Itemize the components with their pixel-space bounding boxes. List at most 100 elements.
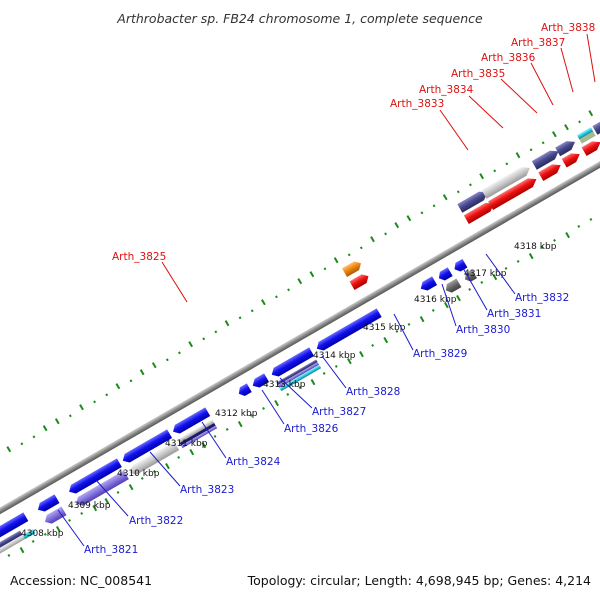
gene-label: Arth_3828 bbox=[346, 386, 400, 398]
gc-tick bbox=[178, 351, 181, 355]
gc-tick bbox=[274, 400, 279, 407]
gene-label: Arth_3830 bbox=[456, 324, 510, 336]
gc-tick bbox=[456, 190, 460, 194]
gc-tick bbox=[165, 463, 170, 470]
genome-band bbox=[0, 88, 600, 564]
cds-arth-3825-top bbox=[341, 261, 361, 278]
gene-label: Arth_3829 bbox=[413, 348, 467, 360]
leader-line bbox=[439, 109, 469, 151]
gc-tick bbox=[310, 379, 316, 386]
gc-tick bbox=[129, 379, 133, 383]
cds-reverse-cog bbox=[464, 269, 477, 282]
cds-reverse-cog bbox=[44, 506, 67, 524]
gc-tick bbox=[505, 162, 509, 166]
leader-line bbox=[149, 451, 181, 487]
cds-arth-3834 bbox=[488, 178, 537, 211]
gc-tick bbox=[552, 131, 557, 138]
gc-tick bbox=[359, 246, 363, 250]
gc-tick bbox=[515, 152, 521, 159]
kbp-label: 4314 kbp bbox=[313, 351, 356, 361]
gc-tick bbox=[540, 246, 544, 249]
cds-arth-3821 bbox=[0, 512, 29, 552]
gc-tick bbox=[406, 215, 412, 222]
cds-arth-3830 bbox=[420, 276, 438, 291]
backbone bbox=[0, 88, 600, 544]
leader-line bbox=[321, 355, 347, 389]
leader-line bbox=[393, 313, 414, 351]
gc-tick bbox=[79, 404, 84, 411]
gc-tick bbox=[578, 120, 581, 124]
gc-tick bbox=[105, 393, 109, 397]
gc-tick bbox=[298, 386, 302, 389]
kbp-label: 4318 kbp bbox=[514, 242, 557, 252]
gc-tick bbox=[479, 173, 484, 180]
gc-tick bbox=[54, 418, 60, 425]
gc-tick bbox=[564, 124, 569, 131]
forward-cds-track bbox=[341, 130, 600, 291]
cds-forward-cog bbox=[457, 191, 488, 213]
leader-line bbox=[500, 78, 538, 114]
gc-tick bbox=[7, 554, 11, 557]
gc-tick bbox=[541, 141, 545, 145]
leader-line bbox=[560, 47, 574, 93]
gc-tick bbox=[577, 225, 581, 228]
gene-label: Arth_3838 bbox=[541, 22, 595, 34]
leader-line bbox=[468, 95, 504, 129]
gc-tick bbox=[359, 351, 364, 358]
gc-tick bbox=[407, 323, 411, 326]
gene-label: Arth_3833 bbox=[390, 98, 444, 110]
gene-label: Arth_3824 bbox=[226, 456, 281, 468]
gc-tick bbox=[6, 446, 12, 453]
gene-label: Arth_3831 bbox=[487, 308, 541, 320]
accession-text: Accession: NC_008541 bbox=[10, 573, 152, 588]
cds-forward-cog bbox=[481, 167, 530, 199]
cds-reverse-cog bbox=[279, 364, 322, 392]
gc-tick bbox=[116, 491, 120, 494]
gc-tick bbox=[442, 194, 448, 201]
gc-tick bbox=[249, 414, 253, 417]
gc-tick bbox=[504, 267, 508, 270]
gene-label: Arth_3827 bbox=[312, 406, 366, 418]
gc-tick bbox=[588, 110, 594, 117]
leader-line bbox=[530, 62, 554, 106]
cds-forward-cog bbox=[576, 127, 594, 140]
gc-tick bbox=[275, 295, 278, 299]
gc-tick bbox=[456, 295, 461, 302]
cds-arth-3823 bbox=[69, 458, 122, 494]
gc-tick bbox=[384, 232, 387, 236]
gc-tick bbox=[443, 302, 449, 309]
cds-arth-3824 bbox=[122, 429, 173, 463]
reverse-cog-track bbox=[0, 269, 477, 564]
gc-tick bbox=[225, 428, 229, 431]
kbp-label: 4315 kbp bbox=[363, 323, 406, 333]
leader-line bbox=[279, 377, 313, 409]
cds-reverse-cog bbox=[0, 530, 23, 559]
gc-tick bbox=[93, 400, 97, 404]
gc-tick bbox=[589, 218, 593, 221]
gc-tick bbox=[528, 253, 534, 260]
gc-tick bbox=[309, 271, 315, 278]
gc-tick bbox=[201, 442, 207, 449]
kbp-label: 4311 kbp bbox=[165, 439, 208, 449]
forward-gene-labels: Arth_3825 Arth_3833 Arth_3834 Arth_3835 … bbox=[112, 22, 595, 263]
gc-tick bbox=[480, 281, 484, 284]
gc-tick bbox=[92, 505, 98, 512]
cds-arth-3828 bbox=[271, 347, 315, 377]
gc-tick bbox=[80, 512, 84, 515]
reverse-cds-track bbox=[0, 258, 468, 552]
gc-tick bbox=[286, 393, 290, 396]
gc-tick bbox=[553, 239, 556, 242]
gc-tick bbox=[262, 407, 265, 410]
cds-arth-3829 bbox=[316, 308, 382, 351]
gc-tick bbox=[68, 414, 72, 418]
leader-line bbox=[462, 267, 488, 311]
gene-label: Arth_3836 bbox=[481, 52, 536, 64]
gc-tick bbox=[238, 316, 242, 320]
gc-tick bbox=[565, 232, 570, 239]
cds-arth-3836 bbox=[561, 153, 580, 168]
gc-tick bbox=[383, 337, 389, 344]
leader-line bbox=[485, 253, 516, 295]
cds-reverse-cog bbox=[445, 278, 462, 293]
kbp-label: 4317 kbp bbox=[464, 269, 507, 279]
